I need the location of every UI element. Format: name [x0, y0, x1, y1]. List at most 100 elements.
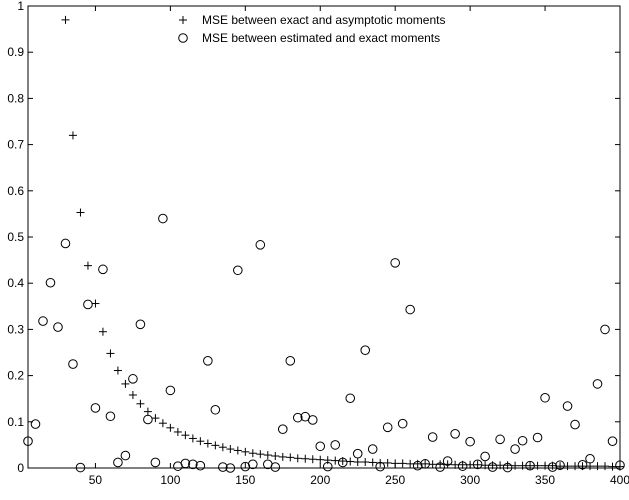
- circle-point: [322, 461, 333, 472]
- legend-plus-marker: [179, 16, 187, 24]
- plus-point: [181, 431, 190, 440]
- circle-point: [360, 345, 371, 355]
- circle-point: [120, 450, 131, 461]
- circle-point: [502, 462, 513, 473]
- legend: MSE between exact and asymptotic moments…: [178, 13, 445, 45]
- y-tick-label: 0.7: [7, 138, 24, 152]
- legend-plus-symbol: [179, 16, 187, 24]
- circle-point: [188, 459, 198, 470]
- circle-point: [495, 434, 505, 445]
- y-tick-label: 0.5: [7, 230, 24, 244]
- circle-point: [233, 265, 243, 276]
- plus-point: [518, 461, 527, 470]
- plus-point: [158, 419, 167, 428]
- circle-point: [405, 304, 415, 315]
- circle-point: [315, 441, 326, 452]
- circle-point: [547, 462, 558, 472]
- circle-point: [442, 456, 453, 466]
- plus-point: [263, 451, 272, 460]
- circle-point: [270, 462, 281, 472]
- plus-point: [83, 261, 92, 270]
- circle-point: [83, 299, 93, 310]
- plus-point: [503, 461, 512, 470]
- circle-point: [135, 319, 146, 330]
- circle-point: [158, 213, 168, 224]
- plus-point: [571, 462, 580, 471]
- plus-point: [368, 458, 377, 467]
- legend-label: MSE between estimated and exact moments: [202, 31, 440, 45]
- y-tick-label: 0: [17, 461, 24, 475]
- plus-point: [398, 459, 407, 468]
- plus-point: [241, 447, 250, 456]
- circle-point: [450, 429, 460, 439]
- plus-point: [451, 460, 460, 469]
- circle-point: [570, 419, 580, 430]
- plot-area-frame: [27, 5, 621, 469]
- plus-point: [601, 462, 610, 471]
- plus-point: [301, 454, 310, 463]
- x-tick-label: 350: [535, 473, 555, 487]
- circle-point: [555, 460, 565, 471]
- x-tick-label: 250: [385, 473, 405, 487]
- plus-point: [466, 460, 475, 469]
- plus-point: [331, 456, 340, 465]
- circle-point: [113, 457, 123, 468]
- y-tick-label: 0.6: [7, 184, 24, 198]
- plus-point: [593, 462, 602, 471]
- circle-point: [600, 324, 610, 335]
- x-tick-label: 50: [89, 473, 103, 487]
- circle-point: [90, 403, 101, 413]
- plus-point: [361, 457, 370, 466]
- plus-point: [556, 462, 565, 471]
- circle-point: [53, 322, 63, 332]
- circle-point: [143, 414, 153, 425]
- series-circle: [23, 213, 625, 473]
- plus-point: [256, 450, 265, 459]
- circle-point: [375, 461, 386, 472]
- circle-point: [517, 435, 528, 446]
- plus-point: [151, 414, 160, 423]
- circle-point: [195, 460, 206, 471]
- x-tick-label: 150: [235, 473, 255, 487]
- legend-entry-circle: MSE between estimated and exact moments: [178, 31, 440, 45]
- plus-point: [113, 366, 122, 375]
- circle-point: [210, 404, 221, 415]
- plus-point: [608, 462, 617, 471]
- circle-point: [30, 419, 41, 429]
- plus-point: [136, 399, 145, 408]
- circle-point: [218, 462, 228, 472]
- plus-point: [98, 327, 107, 336]
- circle-point: [45, 277, 56, 288]
- circle-point: [420, 459, 430, 469]
- circle-point: [382, 422, 393, 433]
- circle-point: [472, 459, 483, 470]
- plus-point: [271, 451, 280, 460]
- plus-point: [473, 460, 482, 469]
- plus-point: [248, 449, 257, 458]
- x-tick-label: 100: [160, 473, 180, 487]
- plus-point: [496, 461, 505, 470]
- y-tick-label: 0.4: [7, 276, 24, 290]
- plus-point: [61, 15, 70, 24]
- plus-point: [346, 457, 355, 466]
- plus-point: [143, 407, 152, 416]
- plus-point: [233, 446, 242, 455]
- y-tick-label: 1: [17, 0, 24, 13]
- plus-point: [278, 452, 287, 461]
- circle-point: [480, 451, 490, 462]
- plus-point: [226, 445, 235, 454]
- circle-point: [255, 240, 266, 250]
- circle-point: [98, 264, 108, 275]
- plus-point: [541, 461, 550, 470]
- circle-point: [38, 316, 48, 326]
- plus-point: [511, 461, 520, 470]
- circle-point: [532, 432, 543, 443]
- circle-point: [165, 385, 176, 396]
- circle-point: [277, 424, 288, 434]
- circle-point: [615, 460, 625, 471]
- circle-point: [337, 457, 348, 468]
- circle-point: [330, 440, 341, 450]
- x-axis: 50 100 150 200 250 300 350 400: [89, 6, 629, 487]
- plus-point: [68, 131, 77, 140]
